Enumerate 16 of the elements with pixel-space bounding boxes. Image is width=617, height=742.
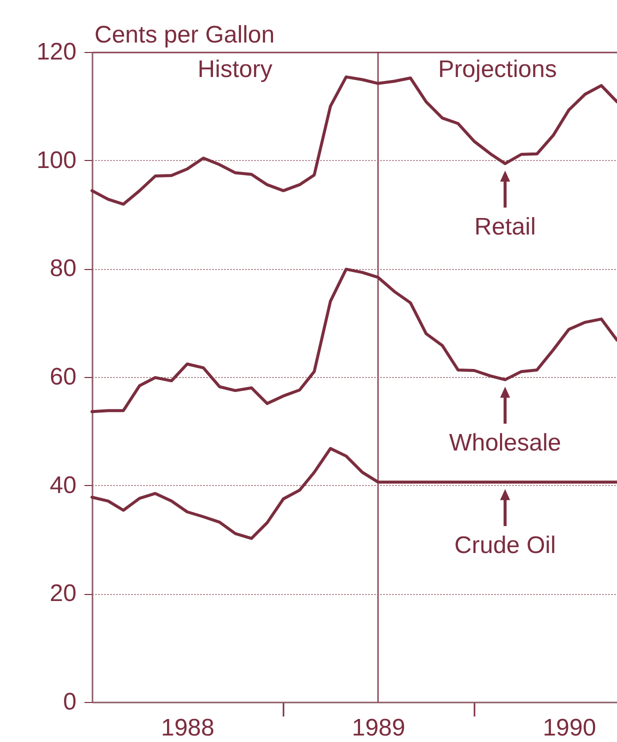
annotation: History xyxy=(198,56,272,83)
y-tick-label: 60 xyxy=(50,364,76,390)
annotation: Crude Oil xyxy=(454,532,556,560)
y-tick-label: 0 xyxy=(63,688,76,716)
y-tick-label: 120 xyxy=(36,38,76,66)
y-tick-label: 100 xyxy=(36,146,76,174)
y-tick-label: 20 xyxy=(50,580,76,608)
x-tick-label: 1988 xyxy=(160,714,214,742)
y-axis-title: Cents per Gallon xyxy=(94,22,275,48)
annotation: Wholesale xyxy=(449,430,562,457)
annotation: Retail xyxy=(474,214,536,241)
x-tick-label: 1989 xyxy=(352,714,406,742)
y-tick-label: 80 xyxy=(50,255,76,282)
y-tick-label: 40 xyxy=(50,472,76,499)
x-tick-label: 1990 xyxy=(542,714,596,742)
annotation: Projections xyxy=(438,56,557,83)
